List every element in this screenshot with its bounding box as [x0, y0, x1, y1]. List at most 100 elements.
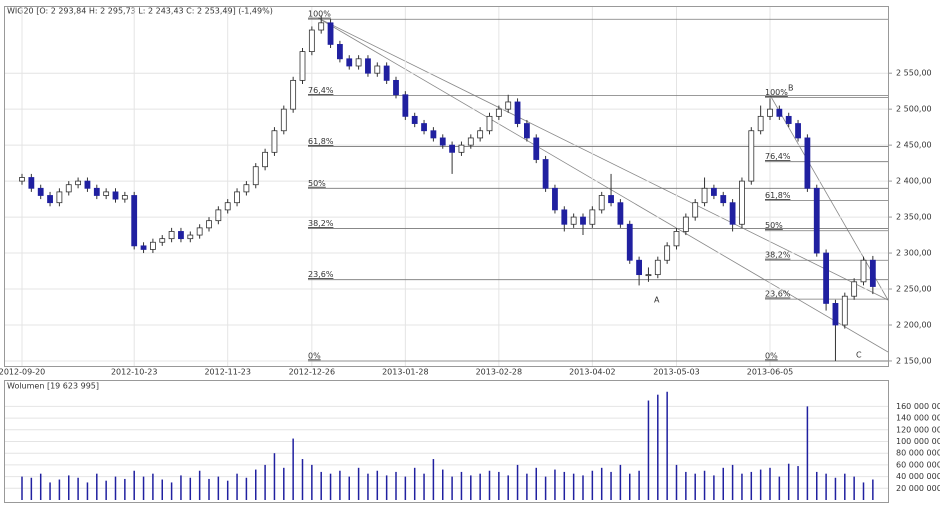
- volume-bar: [507, 475, 509, 500]
- candle-body: [458, 144, 465, 153]
- volume-bar: [339, 470, 341, 500]
- volume-bar: [376, 470, 379, 500]
- candle-body: [318, 22, 325, 31]
- candle-body: [673, 231, 680, 247]
- volume-bar: [694, 473, 696, 500]
- candle-body: [327, 22, 334, 45]
- candle-body: [767, 108, 773, 117]
- volume-bar: [320, 471, 322, 500]
- volume-bar: [563, 471, 566, 500]
- x-tick-label: 2013-02-28: [476, 368, 523, 377]
- candle-body: [439, 137, 446, 146]
- candle-body: [28, 177, 35, 189]
- volume-bar: [816, 471, 818, 500]
- candle-body: [19, 177, 25, 182]
- volume-bar: [685, 471, 687, 500]
- candle-body: [608, 195, 614, 204]
- volume-bar: [657, 394, 659, 500]
- candle-body: [299, 51, 306, 81]
- volume-bar: [825, 473, 827, 500]
- volume-bar: [96, 473, 98, 500]
- volume-bar: [862, 482, 865, 500]
- candle-body: [393, 79, 399, 96]
- volume-bar: [77, 477, 79, 500]
- x-tick-label: 2012-12-26: [289, 368, 336, 377]
- y-tick-label: 2 500,00: [896, 105, 932, 114]
- volume-bar: [357, 467, 360, 500]
- candle-body: [561, 209, 568, 225]
- volume-bar: [301, 459, 304, 500]
- candle-body: [495, 108, 502, 117]
- y-tick-label: 2 400,00: [896, 177, 932, 186]
- candle-body: [776, 108, 783, 117]
- candle-body: [729, 202, 736, 225]
- candle-body: [748, 130, 755, 182]
- volume-title: Wolumen [19 623 995]: [7, 382, 99, 391]
- candle-body: [103, 191, 110, 196]
- volume-bar: [787, 463, 790, 500]
- fib-label: 23,6%: [765, 290, 791, 299]
- volume-bar: [329, 473, 332, 500]
- fib-label: 61,8%: [308, 137, 334, 146]
- trend-line: [317, 17, 889, 301]
- volume-bar: [872, 479, 874, 500]
- x-tick-label: 2012-09-20: [0, 368, 45, 377]
- candle-body: [720, 195, 727, 204]
- volume-bar: [49, 482, 51, 500]
- candle-body: [121, 195, 128, 200]
- volume-bar: [460, 471, 463, 500]
- volume-bar: [114, 476, 117, 500]
- volume-bar: [283, 467, 285, 500]
- candle-body: [411, 115, 418, 124]
- fib-label: 38,2%: [765, 251, 791, 260]
- volume-bar: [311, 464, 313, 500]
- volume-bar: [582, 475, 584, 500]
- candle-body: [570, 216, 577, 225]
- volume-bar: [86, 482, 89, 500]
- volume-bar: [516, 464, 519, 500]
- trend-line: [317, 17, 889, 353]
- candle-body: [159, 238, 166, 243]
- volume-bar: [722, 467, 724, 500]
- volume-bar: [572, 473, 575, 500]
- candle-body: [552, 187, 558, 211]
- volume-bar: [647, 400, 650, 500]
- y-tick-label: 60 000 000: [896, 460, 940, 469]
- fib-label: 76,4%: [765, 152, 791, 161]
- candle-body: [215, 209, 222, 222]
- x-tick-label: 2013-01-28: [382, 368, 429, 377]
- candle-body: [823, 252, 829, 304]
- volume-bar: [713, 475, 715, 500]
- y-tick-label: 80 000 000: [896, 449, 940, 458]
- volume-bar: [666, 391, 668, 500]
- candle-body: [365, 58, 371, 74]
- candle-body: [308, 29, 315, 53]
- candle-body: [832, 303, 839, 326]
- volume-bar: [479, 473, 481, 500]
- candle-body: [84, 180, 91, 189]
- volume-bar: [675, 464, 678, 500]
- volume-bar: [413, 467, 416, 500]
- volume-bar: [273, 453, 276, 500]
- volume-bar: [198, 470, 201, 500]
- candle-body: [262, 151, 269, 168]
- candle-body: [598, 195, 605, 211]
- volume-bar: [619, 464, 622, 500]
- volume-bar: [348, 476, 350, 500]
- annotation: A: [654, 296, 660, 305]
- volume-bar: [208, 478, 210, 500]
- volume-bar: [442, 469, 444, 500]
- fib-label: 0%: [308, 351, 321, 360]
- volume-bar: [292, 438, 294, 500]
- candle-body: [47, 195, 53, 204]
- x-tick-label: 2013-06-05: [747, 368, 794, 377]
- fib-label: 100%: [765, 88, 788, 97]
- candle-body: [711, 187, 717, 196]
- volume-bar: [451, 476, 453, 500]
- volume-bar: [526, 473, 528, 500]
- volume-bar: [236, 473, 238, 500]
- candle-body: [178, 231, 184, 240]
- y-tick-label: 40 000 000: [896, 472, 940, 481]
- x-tick-label: 2013-05-03: [653, 368, 700, 377]
- candle-body: [112, 191, 119, 200]
